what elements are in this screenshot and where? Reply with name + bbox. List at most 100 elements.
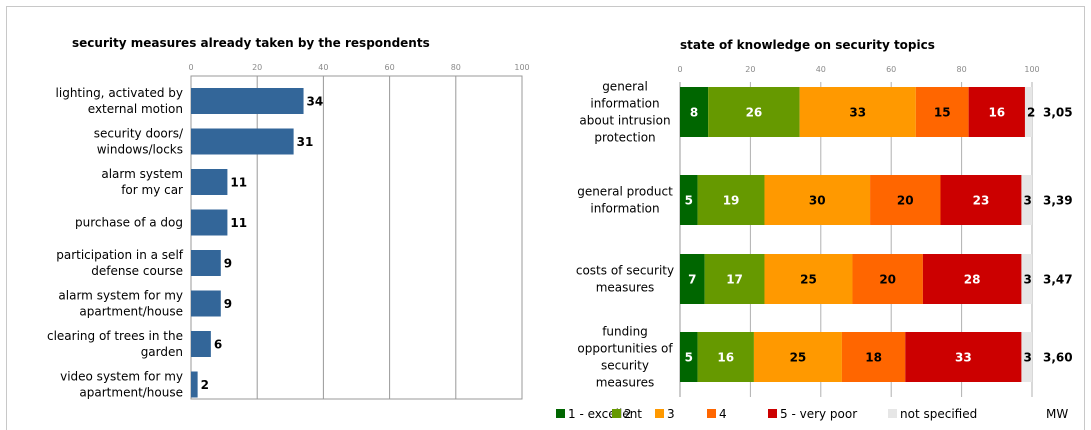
- segment-value-label: 19: [723, 194, 740, 208]
- stacked-segment: [870, 175, 941, 225]
- left-bars: 34 31 11 11 9 9 6 2: [191, 88, 323, 398]
- mw-value: 3,47: [1043, 273, 1073, 287]
- left-category-label: security doors/: [94, 127, 184, 141]
- segment-value-label: 20: [879, 273, 896, 287]
- stacked-segment: [940, 175, 1022, 225]
- left-bar-value: 31: [297, 135, 314, 149]
- left-bar: [191, 169, 228, 195]
- segment-value-label: 8: [690, 106, 698, 120]
- left-grid: [190, 75, 523, 400]
- left-plot-border: [190, 75, 523, 400]
- left-bar: [191, 331, 211, 357]
- stacked-segment: [1021, 254, 1032, 304]
- left-category-label: alarm system: [101, 167, 183, 181]
- segment-value-label: 25: [800, 273, 817, 287]
- right-category-label: measures: [596, 376, 655, 390]
- left-category-label: alarm system for my: [58, 289, 183, 303]
- right-category-label: about intrusion: [579, 114, 670, 128]
- right-category-label: information: [590, 202, 659, 216]
- right-category-label: costs of security: [576, 264, 674, 278]
- left-chart-title: security measures already taken by the r…: [72, 36, 430, 50]
- stacked-segment: [764, 254, 853, 304]
- left-bar-value: 9: [224, 297, 232, 311]
- segment-value-label: 16: [988, 106, 1005, 120]
- right-category-label: general product: [577, 185, 673, 199]
- left-bar: [191, 88, 304, 114]
- right-tick-label: 60: [886, 65, 896, 74]
- stacked-segment: [704, 254, 765, 304]
- legend-label: 2: [624, 407, 632, 421]
- segment-value-label: 5: [685, 351, 693, 365]
- right-bars: 8 26 33 15 16 25 19 30 20 23 37 17 25 20 28 35 16 25 18 33 3: [680, 87, 1035, 382]
- legend-label: 1 - excellent: [568, 407, 642, 421]
- left-tick-label: 0: [188, 63, 193, 72]
- right-mw-values: 3,05 3,39 3,47 3,60: [1043, 106, 1073, 365]
- segment-value-label: 25: [790, 351, 807, 365]
- right-category-label: security: [601, 359, 649, 373]
- right-category-label: information: [590, 97, 659, 111]
- right-category-label: funding: [602, 325, 648, 339]
- left-bar: [191, 371, 198, 398]
- left-category-label: clearing of trees in the: [47, 329, 183, 343]
- segment-value-label: 15: [934, 106, 951, 120]
- stacked-segment: [922, 254, 1022, 304]
- legend-swatch: [655, 409, 664, 418]
- stacked-segment: [680, 254, 705, 304]
- left-bar-value: 9: [224, 257, 232, 271]
- left-category-label: garden: [141, 345, 183, 359]
- segment-value-label: 5: [685, 194, 693, 208]
- left-bar-value: 11: [230, 176, 247, 190]
- segment-value-label: 3: [1023, 194, 1031, 208]
- right-category-label: protection: [594, 131, 655, 145]
- segment-value-label: 2: [1027, 106, 1035, 120]
- left-tick-label: 20: [252, 63, 262, 72]
- left-bar: [191, 250, 221, 276]
- left-category-label: for my car: [121, 183, 183, 197]
- segment-value-label: 3: [1023, 351, 1031, 365]
- stacked-segment: [697, 332, 754, 382]
- left-bar: [191, 290, 221, 317]
- stacked-segment: [764, 175, 871, 225]
- segment-value-label: 7: [688, 273, 696, 287]
- left-tick-label: 100: [514, 63, 529, 72]
- right-category-label: opportunities of: [577, 342, 673, 356]
- legend-label: 3: [667, 407, 675, 421]
- stacked-segment: [708, 87, 800, 137]
- left-category-label: external motion: [88, 102, 183, 116]
- right-tick-label: 100: [1024, 65, 1039, 74]
- right-category-label: measures: [596, 281, 655, 295]
- right-ticks: 0 20 40 60 80 100: [677, 65, 1039, 74]
- left-category-label: windows/locks: [97, 143, 183, 157]
- left-chart: security measures already taken by the r…: [47, 36, 530, 400]
- left-bar-value: 34: [307, 95, 324, 109]
- right-tick-label: 80: [957, 65, 967, 74]
- segment-value-label: 23: [973, 194, 990, 208]
- segment-value-label: 28: [964, 273, 981, 287]
- stacked-segment: [841, 332, 906, 382]
- stacked-segment: [680, 87, 709, 137]
- left-bar: [191, 209, 228, 236]
- legend-mw-label: MW: [1046, 407, 1068, 421]
- left-categories: lighting, activated by external motion sec…: [47, 86, 184, 400]
- mw-value: 3,39: [1043, 194, 1073, 208]
- left-category-label: video system for my: [60, 370, 183, 384]
- mw-value: 3,60: [1043, 351, 1073, 365]
- right-tick-label: 20: [745, 65, 755, 74]
- legend-label: 4: [719, 407, 727, 421]
- left-tick-label: 60: [385, 63, 395, 72]
- left-ticks: 0 20 40 60 80 100: [188, 63, 529, 72]
- right-chart: state of knowledge on security topics 0 2…: [556, 38, 1073, 421]
- right-tick-label: 40: [816, 65, 826, 74]
- stacked-segment: [915, 87, 969, 137]
- stacked-segment: [968, 87, 1025, 137]
- segment-value-label: 30: [809, 194, 826, 208]
- legend-swatch: [556, 409, 565, 418]
- left-bar-value: 2: [201, 378, 209, 392]
- segment-value-label: 3: [1023, 273, 1031, 287]
- left-bar-value: 11: [230, 216, 247, 230]
- stacked-segment: [680, 175, 698, 225]
- left-category-label: defense course: [91, 264, 183, 278]
- right-category-label: general: [602, 80, 648, 94]
